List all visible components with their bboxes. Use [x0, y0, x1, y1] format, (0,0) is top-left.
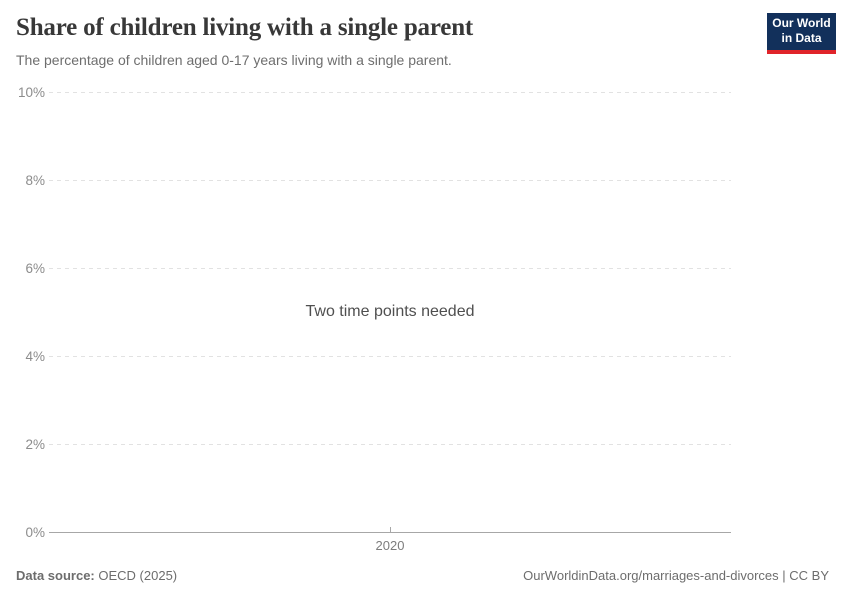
gridline — [49, 92, 731, 93]
owid-logo[interactable]: Our World in Data — [767, 13, 836, 54]
owid-logo-line1: Our World — [772, 16, 831, 30]
y-axis-tick-label: 4% — [25, 348, 45, 364]
y-axis-tick-label: 0% — [25, 524, 45, 540]
y-axis-tick-label: 10% — [17, 84, 45, 100]
y-axis-tick-label: 8% — [25, 172, 45, 188]
x-axis-tick-mark — [389, 527, 391, 532]
y-axis-tick-label: 6% — [25, 260, 45, 276]
chart-title: Share of children living with a single p… — [16, 14, 474, 41]
gridline — [49, 356, 731, 357]
gridline — [49, 268, 731, 269]
data-source: Data source: OECD (2025) — [16, 568, 177, 583]
data-source-value: OECD (2025) — [98, 568, 178, 583]
owid-logo-line2: in Data — [781, 31, 822, 45]
gridline — [49, 180, 731, 181]
footer-citation-link[interactable]: OurWorldinData.org/marriages-and-divorce… — [523, 568, 829, 583]
empty-state-message: Two time points needed — [305, 303, 475, 320]
y-axis-tick-label: 2% — [25, 436, 45, 452]
gridline — [49, 444, 731, 445]
x-axis-tick-label: 2020 — [375, 538, 405, 553]
chart-subtitle: The percentage of children aged 0-17 yea… — [16, 52, 452, 68]
data-source-label: Data source: — [16, 568, 95, 583]
x-axis-line — [49, 532, 731, 533]
